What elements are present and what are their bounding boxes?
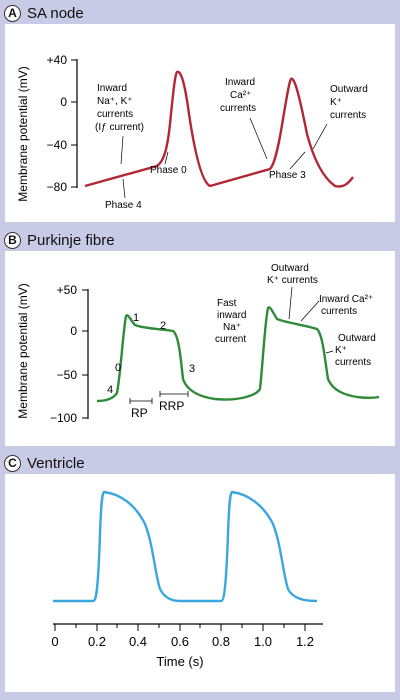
panel-b-ytick-label: −50 [57, 368, 78, 382]
panel-c-xtick-label: 0.6 [171, 634, 189, 649]
panel-a-ytick-label: +40 [47, 53, 68, 67]
panel-c-badge: C [4, 454, 21, 472]
label-inward-ca: Inward [225, 77, 255, 88]
leader-line [312, 123, 328, 150]
panel-c-ventricle: 0 0.2 0.4 0.6 0.8 1.0 1.2 Time (s) [5, 474, 395, 692]
leader-line [300, 300, 320, 322]
panel-a-ytick-label: −40 [47, 138, 68, 152]
panel-b-header: B Purkinje fibre [0, 229, 400, 251]
label-phase-3: Phase 3 [269, 170, 306, 181]
leader-line [164, 151, 169, 165]
panel-a-badge: A [4, 4, 21, 22]
label-phase-2-b: 2 [160, 320, 166, 332]
panel-c-xtick-label: 0.4 [129, 634, 147, 649]
label-rrp: RRP [159, 399, 184, 413]
label-inward-ca: Ca²⁺ [230, 90, 251, 101]
label-phase-0: Phase 0 [150, 165, 187, 176]
panel-b-purkinje-trace [96, 306, 380, 403]
panel-a-title: SA node [27, 4, 84, 22]
panel-c-ticks [54, 624, 306, 631]
panel-c-figure: 0 0.2 0.4 0.6 0.8 1.0 1.2 Time (s) [51, 490, 323, 669]
label-phase-3-b: 3 [189, 363, 195, 375]
label-phase-4: Phase 4 [105, 200, 142, 211]
panel-b-ytick-label: 0 [70, 324, 77, 338]
panel-b-ylabel: Membrane potential (mV) [16, 283, 30, 418]
label-inward-na-k: currents [97, 109, 133, 120]
label-inward-ca-b: currents [321, 306, 357, 317]
panel-c-xtick-labels: 0 0.2 0.4 0.6 0.8 1.0 1.2 [51, 634, 314, 649]
label-outward-k: Outward [330, 84, 368, 95]
panel-b-ytick-label: −100 [50, 411, 77, 425]
label-inward-na-k: Na⁺, K⁺ [97, 96, 133, 107]
panel-a-sa-node: Membrane potential (mV) +40 0 −40 −80 In… [5, 24, 395, 222]
panel-c-header: C Ventricle [0, 452, 400, 474]
label-phase-0-b: 0 [115, 362, 121, 374]
leader-line [120, 135, 124, 165]
panel-b-annotations: 4 0 1 2 3 RP RRP [107, 312, 195, 420]
leader-line [289, 151, 306, 170]
panel-b-purkinje: Membrane potential (mV) +50 0 −50 −100 4… [5, 251, 395, 446]
label-outward-k-currents: K⁺ currents [267, 275, 318, 286]
panel-a-ytick-label: 0 [60, 95, 67, 109]
label-outward-k: currents [330, 110, 366, 121]
panel-c-xlabel: Time (s) [156, 654, 203, 669]
label-outward-k-b: K⁺ [335, 345, 347, 356]
label-fast-inward: current [215, 334, 246, 345]
leader-line [122, 178, 126, 199]
panel-b-current-labels: Fast inward Na⁺ current Outward K⁺ curre… [215, 263, 376, 368]
label-phase-1-b: 1 [133, 312, 139, 324]
panel-c-xtick-label: 1.2 [296, 634, 314, 649]
label-inward-ca-b: Inward Ca²⁺ [319, 294, 373, 305]
leader-line [288, 286, 293, 320]
label-fast-inward: Fast [217, 298, 237, 309]
leader-line [249, 117, 268, 160]
panel-c-xtick-label: 0 [51, 634, 58, 649]
label-inward-na-k: (Iƒ current) [95, 122, 144, 133]
panel-a-ylabel: Membrane potential (mV) [16, 66, 30, 201]
panel-c-title: Ventricle [27, 454, 85, 472]
panel-b-badge: B [4, 231, 21, 249]
panel-a-header: A SA node [0, 2, 400, 24]
label-fast-inward: Na⁺ [223, 322, 241, 333]
panel-a-annotations: Inward Na⁺, K⁺ currents (Iƒ current) Pha… [95, 77, 368, 211]
panel-c-xtick-label: 0.2 [88, 634, 106, 649]
label-inward-na-k: Inward [97, 83, 127, 94]
panel-b-figure: Membrane potential (mV) +50 0 −50 −100 4… [16, 263, 380, 425]
panel-b-ytick-label: +50 [57, 283, 78, 297]
label-outward-k-b: currents [335, 357, 371, 368]
label-rp: RP [131, 406, 148, 420]
panel-c-xtick-label: 0.8 [212, 634, 230, 649]
label-fast-inward: inward [217, 310, 246, 321]
panel-c-ventricle-trace [53, 490, 318, 603]
panel-a-ytick-label: −80 [47, 180, 68, 194]
panel-a-figure: Membrane potential (mV) +40 0 −40 −80 In… [16, 53, 368, 211]
label-outward-k: K⁺ [330, 97, 342, 108]
label-phase-4-b: 4 [107, 384, 113, 396]
panel-b-title: Purkinje fibre [27, 231, 115, 249]
panel-c-xtick-label: 1.0 [254, 634, 272, 649]
label-inward-ca: currents [220, 103, 256, 114]
panel-a-sa-node-trace [84, 70, 354, 188]
label-outward-k-b: Outward [338, 333, 376, 344]
leader-line [325, 350, 334, 354]
label-outward-k-currents: Outward [271, 263, 309, 274]
